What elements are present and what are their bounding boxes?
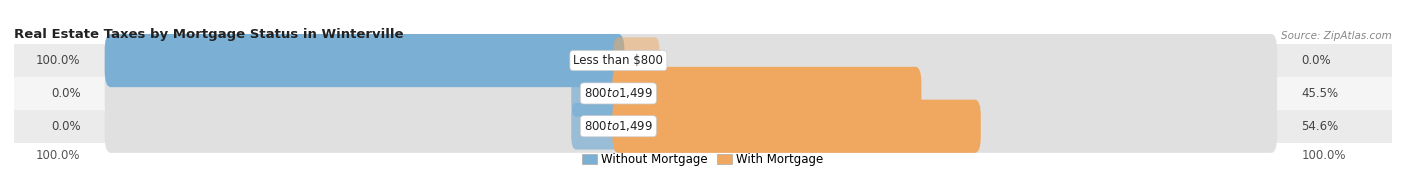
FancyBboxPatch shape — [571, 103, 623, 150]
Text: 100.0%: 100.0% — [1302, 149, 1346, 162]
Text: $800 to $1,499: $800 to $1,499 — [583, 86, 652, 100]
FancyBboxPatch shape — [613, 67, 921, 120]
Text: Real Estate Taxes by Mortgage Status in Winterville: Real Estate Taxes by Mortgage Status in … — [14, 28, 404, 41]
FancyBboxPatch shape — [14, 110, 1392, 143]
Text: 45.5%: 45.5% — [1302, 87, 1339, 100]
FancyBboxPatch shape — [104, 100, 1277, 153]
Text: 100.0%: 100.0% — [37, 54, 80, 67]
FancyBboxPatch shape — [613, 37, 659, 84]
FancyBboxPatch shape — [14, 44, 1392, 77]
FancyBboxPatch shape — [571, 70, 623, 117]
Text: 0.0%: 0.0% — [1302, 54, 1331, 67]
Legend: Without Mortgage, With Mortgage: Without Mortgage, With Mortgage — [578, 148, 828, 171]
Text: 0.0%: 0.0% — [51, 87, 80, 100]
Text: 54.6%: 54.6% — [1302, 120, 1339, 133]
Text: 100.0%: 100.0% — [37, 149, 80, 162]
FancyBboxPatch shape — [14, 77, 1392, 110]
FancyBboxPatch shape — [613, 100, 981, 153]
Text: Less than $800: Less than $800 — [574, 54, 664, 67]
Text: 0.0%: 0.0% — [51, 120, 80, 133]
Text: Source: ZipAtlas.com: Source: ZipAtlas.com — [1281, 31, 1392, 41]
FancyBboxPatch shape — [104, 34, 1277, 87]
Text: $800 to $1,499: $800 to $1,499 — [583, 119, 652, 133]
FancyBboxPatch shape — [104, 34, 624, 87]
FancyBboxPatch shape — [104, 67, 1277, 120]
